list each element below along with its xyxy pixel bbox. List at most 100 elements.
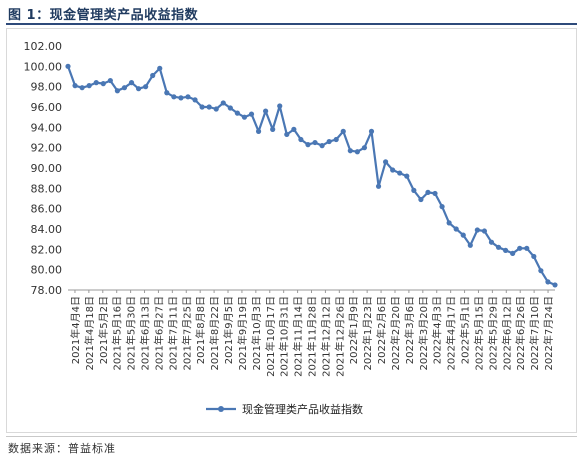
x-tick-label: 2021年4月4日 [69,296,82,364]
legend-marker [218,406,224,412]
data-point [86,83,92,89]
data-point [206,104,212,110]
data-point [171,94,177,100]
figure-title: 图 1：现金管理类产品收益指数 [8,8,199,23]
x-tick-label: 2022年3月6日 [403,296,416,364]
y-tick-label: 88.00 [31,182,63,195]
x-tick-label: 2022年1月23日 [361,296,374,371]
data-point [305,142,311,148]
y-tick-label: 98.00 [31,81,63,94]
data-point [481,228,488,234]
data-point [333,136,339,143]
data-point [524,245,530,251]
data-point [234,110,240,116]
x-tick-label: 2022年7月24日 [542,296,555,371]
data-point [453,226,459,232]
line-chart: 102.00 100.00 98.00 96.00 94.00 92.00 90.00 88.… [24,40,558,416]
x-tick-label: 2021年7月25日 [180,296,193,371]
data-point [439,204,445,210]
bottom-divider [6,436,577,437]
x-tick-label: 2021年10月31日 [278,296,291,377]
x-tick-label: 2021年8月22日 [208,296,221,371]
data-point [93,80,99,86]
x-tick-label: 2021年10月3日 [250,296,263,371]
data-point [319,143,325,149]
x-tick-label: 2022年4月3日 [431,296,444,364]
x-tick-label: 2022年5月15日 [472,296,485,371]
data-point [517,245,523,251]
data-point [213,106,219,112]
data-point [326,138,332,145]
data-point [375,183,382,189]
y-tick-label: 94.00 [31,121,63,134]
data-point [277,103,283,109]
x-tick-label: 2022年4月17日 [445,296,458,371]
x-tick-label: 2022年2月20日 [389,296,402,371]
data-point [107,77,113,84]
x-tick-label: 2021年9月5日 [222,296,235,364]
data-point [340,128,346,134]
data-point [510,250,516,256]
x-tick-label: 2022年6月26日 [514,296,527,371]
x-tick-label: 2021年11月14日 [292,296,305,377]
data-point [65,63,71,69]
data-point [248,111,255,117]
x-axis: 2021年4月4日 2021年4月18日 2021年5月2日 2021年5月16日 20… [68,289,555,377]
data-point [227,105,233,111]
data-point [128,80,135,86]
data-point [411,187,417,193]
data-point [312,139,318,146]
x-tick-label: 2021年11月28日 [306,296,319,377]
x-tick-label: 2021年5月16日 [111,296,124,371]
data-point [354,149,360,155]
data-point [192,97,198,103]
x-tick-label: 2021年12月12日 [319,296,332,377]
x-tick-label: 2022年5月29日 [486,296,499,371]
series-line [66,65,556,286]
data-point [79,85,85,91]
data-point [460,232,466,238]
x-tick-label: 2021年5月30日 [125,296,138,371]
data-point [143,84,149,90]
data-point [545,279,551,285]
y-tick-label: 86.00 [31,203,63,216]
data-point [220,100,226,106]
x-tick-label: 2021年12月26日 [333,296,346,377]
data-point [432,190,438,197]
title-divider [6,23,577,25]
data-point [474,227,480,233]
data-point [241,114,248,120]
x-tick-label: 2021年6月13日 [139,296,152,371]
x-tick-label: 2021年5月2日 [97,296,110,364]
data-point [361,145,368,151]
x-tick-label: 2022年5月1日 [459,296,472,364]
data-point [495,244,502,250]
x-tick-label: 2021年4月18日 [83,296,96,371]
data-point [263,108,269,114]
data-point [538,268,544,274]
data-point [531,253,537,260]
y-tick-label: 82.00 [31,243,63,256]
data-point [284,131,290,138]
data-point [418,196,424,203]
data-point [404,173,410,179]
y-tick-label: 92.00 [31,142,63,155]
data-point [390,167,396,173]
data-point [135,86,142,92]
data-point [150,72,156,79]
y-tick-label: 102.00 [24,40,63,53]
x-tick-label: 2021年7月11日 [166,296,179,371]
data-point [178,95,184,101]
data-point [185,94,191,100]
data-point [502,247,509,253]
x-tick-label: 2022年6月12日 [500,296,513,371]
data-point [552,282,558,288]
data-point [291,126,297,132]
x-tick-label: 2022年1月9日 [347,296,360,364]
legend-label: 现金管理类产品收益指数 [242,402,363,416]
y-tick-label: 84.00 [31,223,63,236]
data-point [157,65,163,71]
x-tick-label: 2021年6月27日 [152,296,165,371]
data-point [114,88,121,94]
y-tick-label: 100.00 [24,60,63,73]
